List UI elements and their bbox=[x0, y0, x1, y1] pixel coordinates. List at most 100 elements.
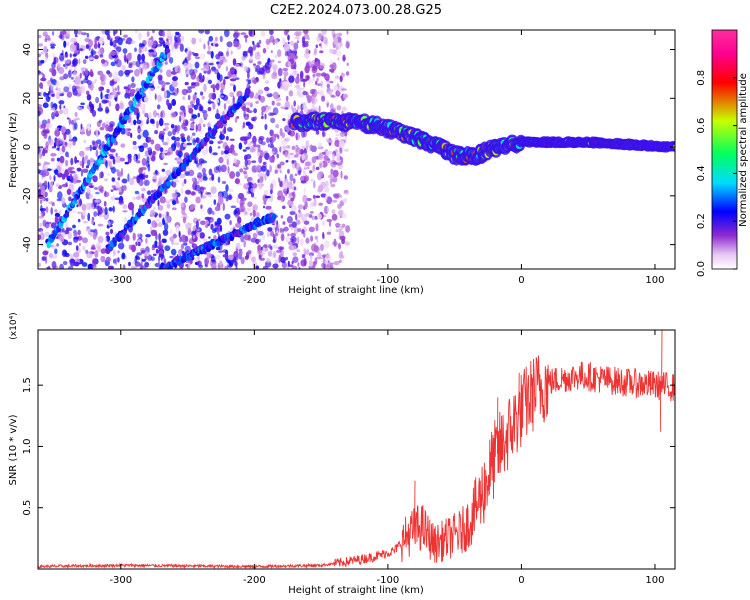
heatmap-noise-cell bbox=[340, 170, 343, 179]
heatmap-noise-cell bbox=[86, 226, 90, 229]
heatmap-noise-cell bbox=[97, 223, 104, 227]
heatmap-noise-cell bbox=[270, 183, 274, 191]
heatmap-noise-cell bbox=[136, 119, 142, 125]
heatmap-noise-cell bbox=[138, 111, 141, 118]
heatmap-noise-cell bbox=[253, 79, 257, 85]
heatmap-noise-cell bbox=[132, 232, 136, 241]
heatmap-noise-cell bbox=[155, 169, 158, 175]
heatmap-noise-cell bbox=[305, 161, 311, 167]
heatmap-noise-cell bbox=[63, 86, 70, 93]
heatmap-noise-cell bbox=[232, 95, 235, 105]
heatmap-noise-cell bbox=[334, 75, 337, 82]
heatmap-noise-cell bbox=[68, 196, 72, 202]
heatmap-noise-cell bbox=[78, 58, 81, 65]
heatmap-noise-cell bbox=[51, 244, 58, 250]
heatmap-noise-cell bbox=[80, 123, 83, 130]
heatmap-noise-cell bbox=[193, 95, 197, 99]
heatmap-noise-cell bbox=[118, 70, 124, 77]
heatmap-noise-cell bbox=[43, 45, 48, 53]
heatmap-noise-cell bbox=[230, 128, 233, 132]
heatmap-noise-cell bbox=[277, 246, 285, 251]
heatmap-noise-cell bbox=[213, 199, 217, 206]
heatmap-noise-cell bbox=[153, 51, 157, 55]
heatmap-noise-cell bbox=[97, 235, 104, 244]
heatmap-noise-cell bbox=[141, 46, 146, 53]
heatmap-noise-cell bbox=[176, 126, 180, 135]
heatmap-noise-cell bbox=[61, 145, 66, 153]
heatmap-noise-cell bbox=[38, 182, 43, 186]
heatmap-noise-cell bbox=[301, 78, 308, 82]
heatmap-noise-cell bbox=[305, 237, 310, 244]
heatmap-noise-cell bbox=[244, 154, 248, 161]
heatmap-noise-cell bbox=[159, 69, 163, 73]
heatmap-noise-cell bbox=[265, 258, 271, 263]
heatmap-noise-cell bbox=[157, 222, 163, 228]
heatmap-noise-cell bbox=[97, 205, 103, 214]
heatmap-noise-cell bbox=[134, 47, 137, 52]
heatmap-noise-cell bbox=[59, 76, 65, 81]
heatmap-noise-cell bbox=[190, 123, 195, 130]
heatmap-noise-cell bbox=[295, 147, 302, 155]
heatmap-noise-cell bbox=[181, 35, 184, 42]
heatmap-noise-cell bbox=[55, 87, 59, 91]
heatmap-noise-cell bbox=[297, 204, 304, 210]
heatmap-noise-cell bbox=[49, 181, 54, 188]
heatmap-noise-cell bbox=[322, 130, 325, 138]
heatmap-noise-cell bbox=[42, 198, 45, 202]
y-tick-label: -20 bbox=[22, 188, 33, 204]
heatmap-noise-cell bbox=[92, 141, 99, 150]
snr-frame bbox=[37, 329, 676, 570]
heatmap-noise-cell bbox=[119, 157, 126, 162]
heatmap-noise-cell bbox=[213, 234, 217, 241]
heatmap-noise-cell bbox=[74, 34, 78, 38]
heatmap-noise-cell bbox=[123, 34, 128, 38]
heatmap-noise-cell bbox=[207, 50, 211, 55]
heatmap-noise-cell bbox=[259, 176, 264, 184]
heatmap-noise-cell bbox=[163, 212, 167, 221]
heatmap-noise-cell bbox=[220, 150, 224, 155]
heatmap-noise-cell bbox=[166, 99, 170, 106]
heatmap-noise-cell bbox=[234, 213, 240, 219]
heatmap-noise-cell bbox=[326, 231, 332, 235]
heatmap-noise-cell bbox=[115, 59, 122, 68]
heatmap-noise-cell bbox=[195, 97, 200, 106]
heatmap-noise-cell bbox=[261, 105, 267, 113]
heatmap-noise-cell bbox=[245, 37, 248, 43]
heatmap-noise-cell bbox=[318, 105, 321, 114]
heatmap-noise-cell bbox=[266, 38, 270, 42]
heatmap-noise-cell bbox=[207, 101, 214, 104]
heatmap-noise-cell bbox=[195, 56, 200, 60]
heatmap-noise-cell bbox=[73, 178, 77, 185]
heatmap-noise-cell bbox=[256, 51, 260, 57]
heatmap-noise-cell bbox=[252, 40, 255, 45]
heatmap-noise-cell bbox=[210, 50, 214, 59]
heatmap-noise-cell bbox=[262, 265, 268, 269]
heatmap-noise-cell bbox=[129, 177, 135, 186]
heatmap-noise-cell bbox=[74, 156, 78, 164]
heatmap-noise-cell bbox=[92, 175, 98, 183]
heatmap-noise-cell bbox=[314, 57, 318, 63]
heatmap-noise-cell bbox=[336, 105, 342, 111]
heatmap-noise-cell bbox=[55, 183, 60, 188]
heatmap-noise-cell bbox=[236, 197, 239, 204]
heatmap-noise-cell bbox=[131, 76, 135, 83]
heatmap-noise-cell bbox=[72, 53, 77, 57]
heatmap-noise-cell bbox=[122, 48, 128, 54]
heatmap-noise-cell bbox=[68, 140, 72, 149]
heatmap-noise-cell bbox=[51, 93, 55, 97]
heatmap-noise-cell bbox=[208, 62, 214, 66]
heatmap-noise-cell bbox=[190, 135, 193, 142]
heatmap-noise-cell bbox=[308, 50, 311, 54]
heatmap-noise-cell bbox=[215, 83, 220, 91]
heatmap-noise-cell bbox=[261, 115, 264, 120]
heatmap-noise-cell bbox=[248, 55, 254, 62]
heatmap-noise-cell bbox=[110, 50, 116, 56]
heatmap-noise-cell bbox=[48, 138, 54, 146]
heatmap-noise-cell bbox=[278, 177, 281, 183]
heatmap-noise-cell bbox=[333, 194, 340, 199]
heatmap-noise-cell bbox=[182, 119, 189, 127]
heatmap-noise-cell bbox=[318, 202, 324, 206]
heatmap-noise-cell bbox=[265, 91, 271, 95]
heatmap-noise-cell bbox=[330, 95, 336, 98]
